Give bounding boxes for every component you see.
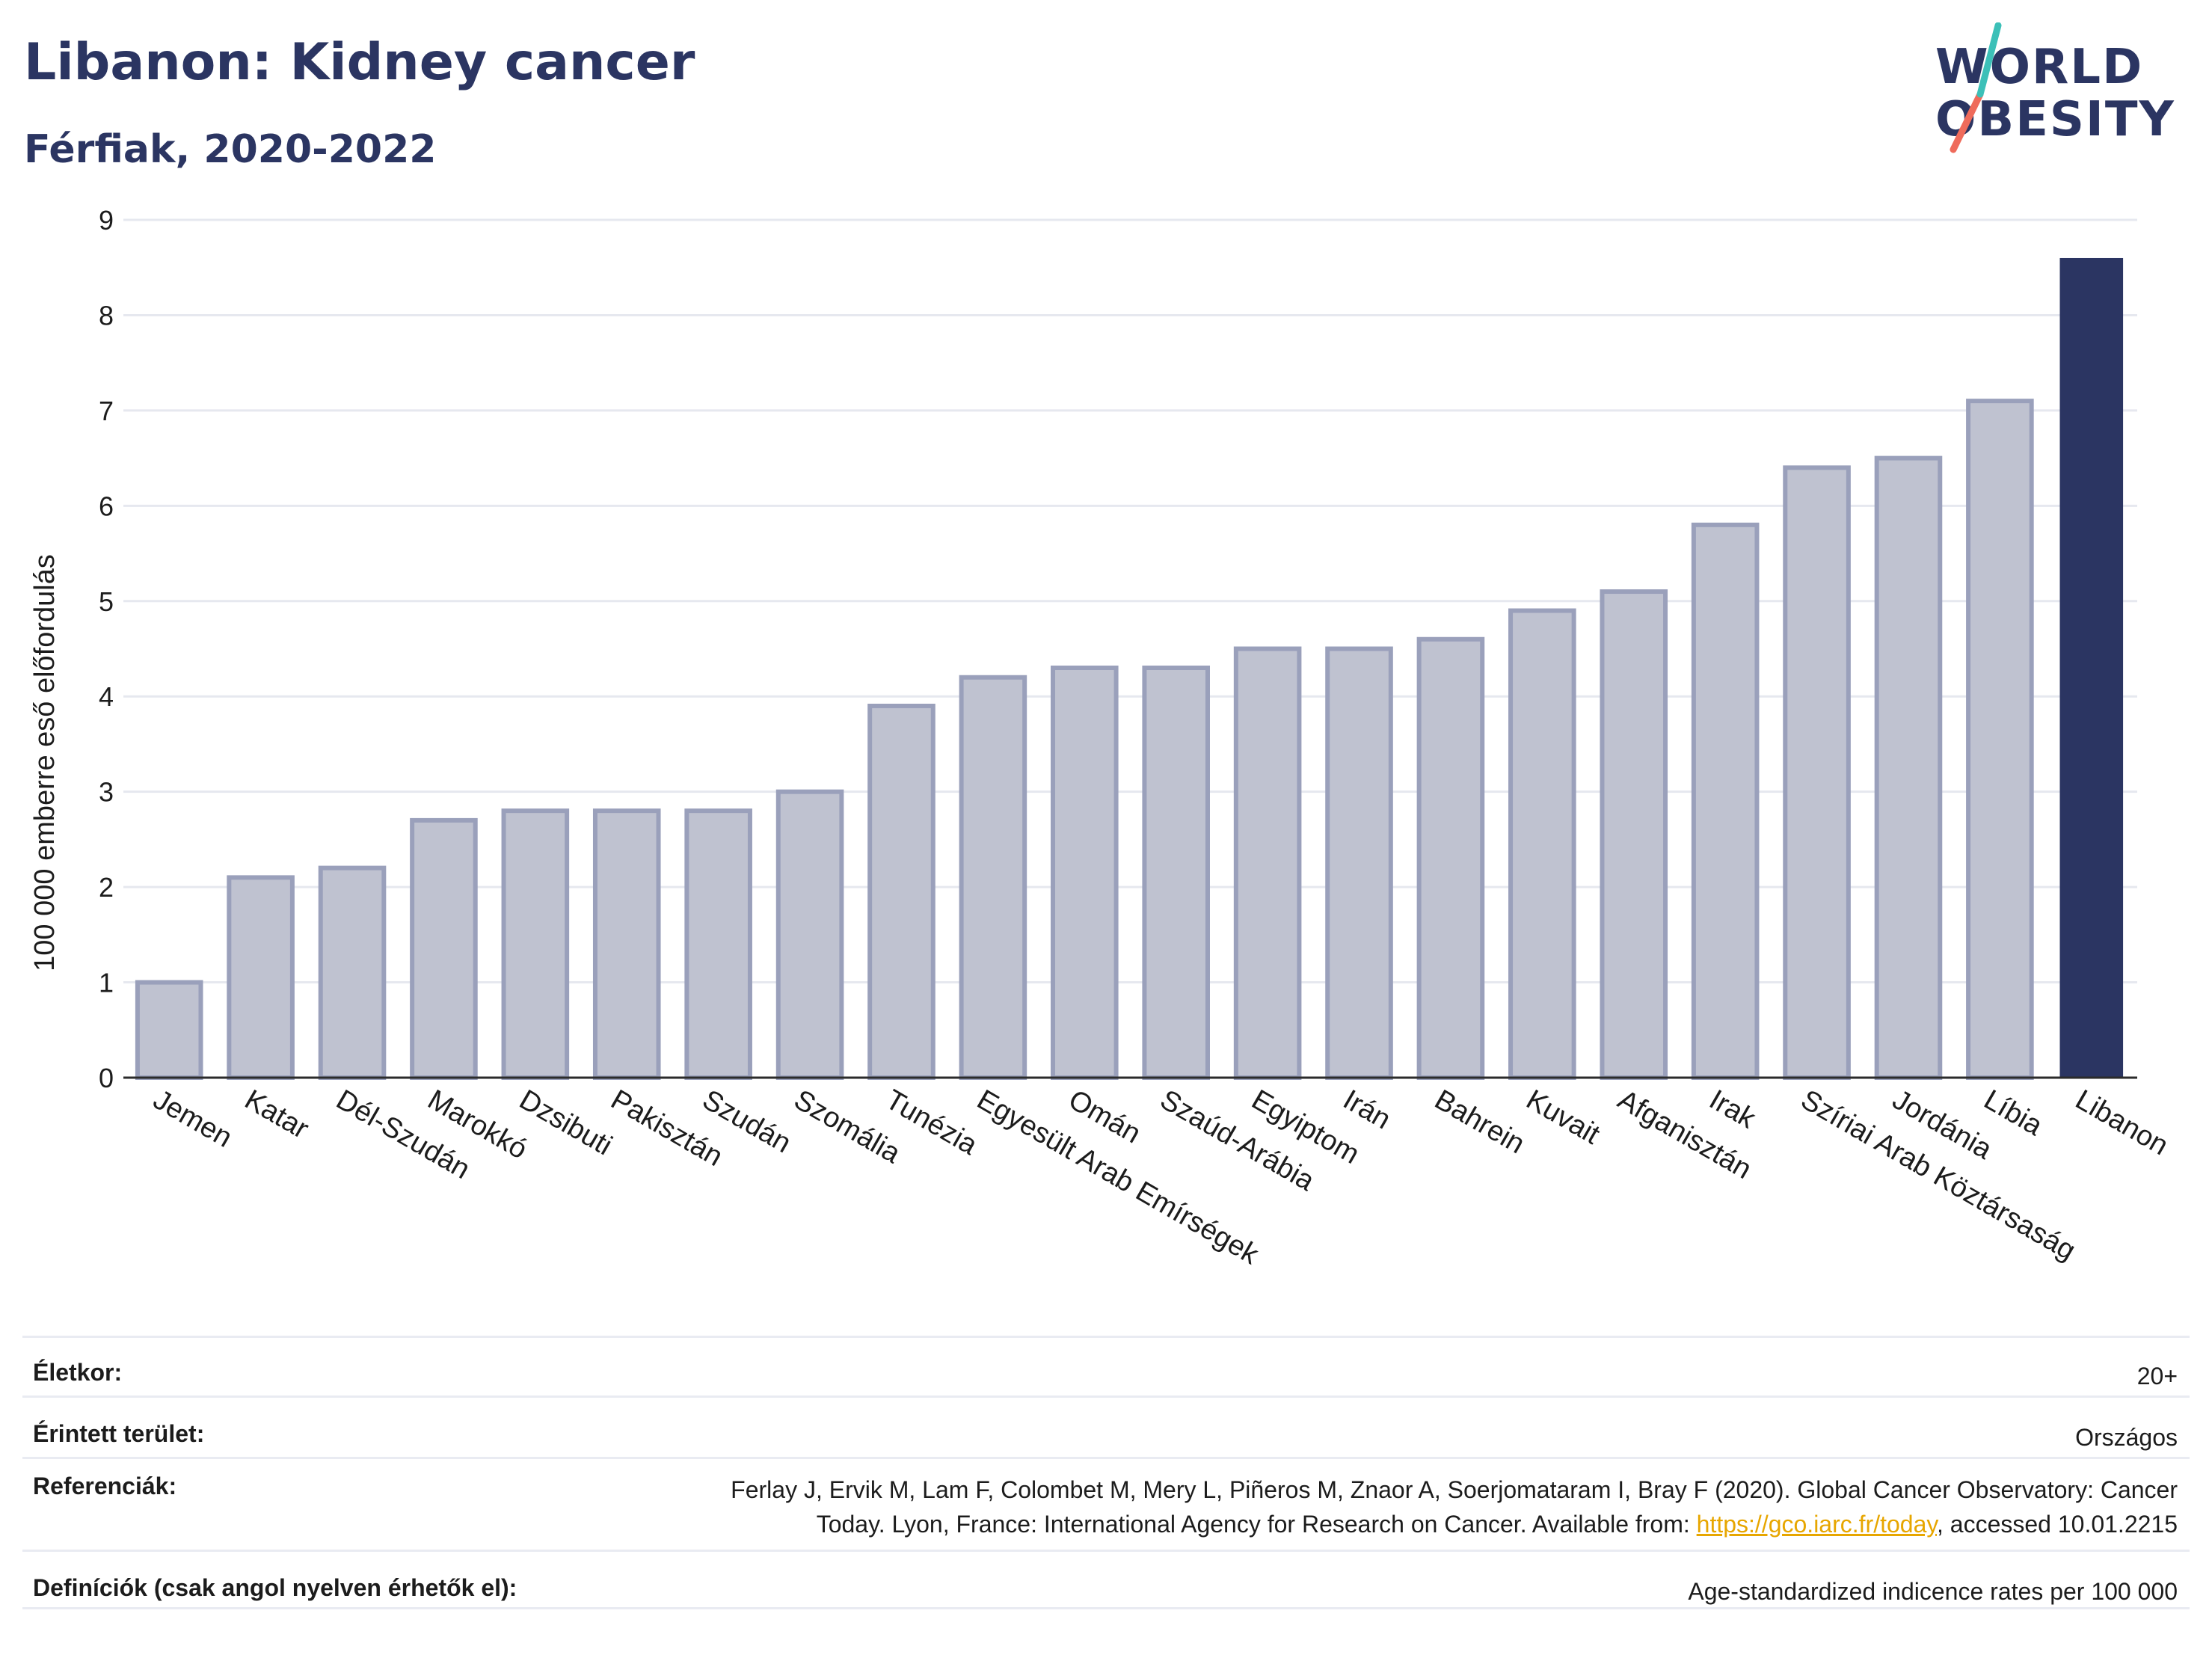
bar-libanon (2059, 257, 2124, 1078)
bar-chart: 0 1 2 3 4 5 6 7 8 9 Jemen Katar Dél-SzudánMarokkóDz… (29, 205, 2174, 1271)
y-tick-label: 4 (99, 681, 114, 712)
bar-omán (1051, 665, 1119, 1080)
x-tick-label: Bahrein (1429, 1084, 1529, 1160)
bar-egyiptom (1233, 646, 1302, 1080)
bar-bahrein (1416, 636, 1485, 1080)
meta-row-references: Referenciák: Ferlay J, Ervik M, Lam F, C… (22, 1457, 2190, 1550)
x-tick-label: Jemen (148, 1084, 238, 1153)
references-line1: Ferlay J, Ervik M, Lam F, Colombet M, Me… (731, 1476, 2178, 1503)
y-tick-label: 7 (99, 396, 114, 426)
x-tick-label: Irak (1704, 1084, 1762, 1135)
y-tick-label: 0 (99, 1063, 114, 1093)
bar-dél-szudán (318, 865, 387, 1080)
meta-row-area: Érintett terület: Országos (22, 1395, 2190, 1457)
y-tick-label: 1 (99, 968, 114, 998)
age-value: 20+ (2136, 1363, 2178, 1390)
y-tick-label: 5 (99, 586, 114, 617)
bar-szaúd-arábia (1142, 665, 1210, 1080)
references-link[interactable]: https://gco.iarc.fr/today (1696, 1511, 1937, 1538)
references-label: Referenciák: (33, 1473, 177, 1499)
x-tick-label: Dzsibuti (514, 1084, 617, 1161)
x-tick-label: Irán (1338, 1084, 1396, 1135)
definitions-label: Definíciók (csak angol nyelven érhetők e… (33, 1574, 517, 1601)
meta-row-definitions: Definíciók (csak angol nyelven érhetők e… (22, 1550, 2190, 1609)
bar-szíriai-arab-köztársaság (1783, 465, 1851, 1080)
y-tick-label: 2 (99, 872, 114, 903)
logo-slash-icon (1950, 22, 2002, 153)
y-tick-label: 8 (99, 300, 114, 331)
area-label: Érintett terület: (33, 1420, 205, 1447)
area-value: Országos (2075, 1424, 2178, 1451)
y-axis-title: 100 000 emberre eső előfordulás (29, 554, 61, 971)
bar-pakisztán (592, 808, 661, 1080)
y-axis-ticks: 0 1 2 3 4 5 6 7 8 9 (99, 205, 114, 1093)
logo-word-world: WORLD (1935, 40, 2144, 95)
references-value: Ferlay J, Ervik M, Lam F, Colombet M, Me… (731, 1473, 2190, 1541)
x-tick-label: Szaúd-Arábia (1155, 1084, 1320, 1197)
bar-szomália (775, 789, 844, 1080)
bar-egyesült-arab-emírségek (959, 675, 1027, 1080)
bar-kuvait (1508, 608, 1576, 1080)
bar-irak (1691, 522, 1760, 1080)
y-tick-label: 6 (99, 491, 114, 521)
definitions-value: Age-standardized indicence rates per 100… (1688, 1578, 2178, 1605)
metadata-table: Életkor: 20+ Érintett terület: Országos … (22, 1336, 2190, 1609)
page-title: Libanon: Kidney cancer (24, 33, 695, 92)
bar-tunézia (867, 703, 936, 1080)
bar-líbia (1966, 399, 2034, 1080)
world-obesity-logo: WORLD OBESITY (1935, 22, 2190, 157)
x-tick-label: Libanon (2070, 1084, 2173, 1161)
x-tick-label: Kuvait (1521, 1084, 1606, 1150)
bar-katar (227, 875, 295, 1081)
bar-jordánia (1874, 455, 1943, 1080)
bar-irán (1325, 646, 1393, 1080)
bar-szudán (684, 808, 752, 1080)
page-subtitle: Férfiak, 2020-2022 (24, 127, 437, 172)
age-label: Életkor: (33, 1359, 123, 1386)
meta-row-age: Életkor: 20+ (22, 1336, 2190, 1395)
chart-bars (135, 257, 2124, 1081)
bar-marokkó (410, 817, 478, 1081)
x-axis-labels: Jemen Katar Dél-SzudánMarokkóDzsibutiPakis… (148, 1084, 2174, 1271)
y-tick-label: 9 (99, 205, 114, 236)
x-tick-label: Katar (239, 1084, 314, 1145)
y-tick-label: 3 (99, 777, 114, 808)
references-line2-end: , accessed 10.01.2215 (1936, 1511, 2178, 1538)
bar-dzsibuti (501, 808, 570, 1080)
bar-jemen (135, 980, 203, 1080)
references-line2-start: Today. Lyon, France: International Agenc… (816, 1511, 1697, 1538)
bar-afganisztán (1600, 589, 1668, 1080)
